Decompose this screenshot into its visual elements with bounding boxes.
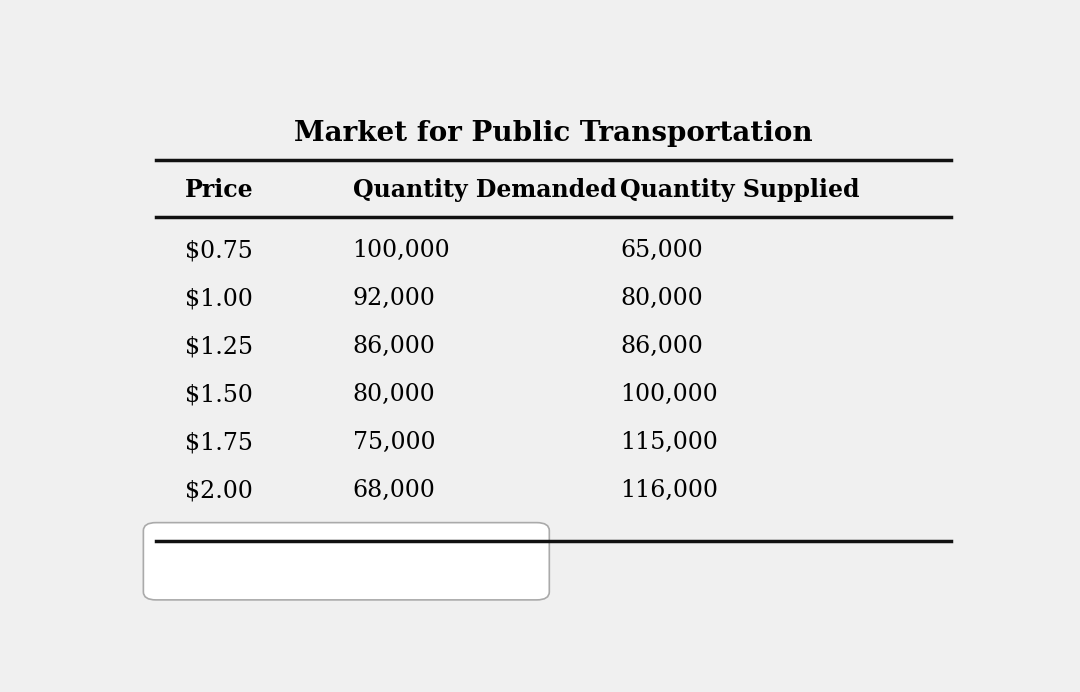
Text: 86,000: 86,000 <box>352 336 435 358</box>
Text: 100,000: 100,000 <box>620 383 718 406</box>
Text: 100,000: 100,000 <box>352 239 450 262</box>
Text: 80,000: 80,000 <box>352 383 435 406</box>
Text: $2.00: $2.00 <box>186 479 253 502</box>
Text: Market for Public Transportation: Market for Public Transportation <box>294 120 813 147</box>
Text: 86,000: 86,000 <box>620 336 703 358</box>
Text: 65,000: 65,000 <box>620 239 703 262</box>
Text: 92,000: 92,000 <box>352 287 435 310</box>
Text: 116,000: 116,000 <box>620 479 718 502</box>
Text: $1.50: $1.50 <box>186 383 253 406</box>
Text: Price: Price <box>186 178 254 201</box>
FancyBboxPatch shape <box>144 522 550 600</box>
Text: $1.75: $1.75 <box>186 431 253 454</box>
Text: $1.25: $1.25 <box>186 336 253 358</box>
Text: 115,000: 115,000 <box>620 431 718 454</box>
Text: $1.00: $1.00 <box>186 287 253 310</box>
Text: Quantity Demanded: Quantity Demanded <box>352 178 617 201</box>
Text: 80,000: 80,000 <box>620 287 703 310</box>
Text: 75,000: 75,000 <box>352 431 435 454</box>
Text: Quantity Supplied: Quantity Supplied <box>620 178 860 201</box>
Text: $0.75: $0.75 <box>186 239 253 262</box>
Text: 68,000: 68,000 <box>352 479 435 502</box>
